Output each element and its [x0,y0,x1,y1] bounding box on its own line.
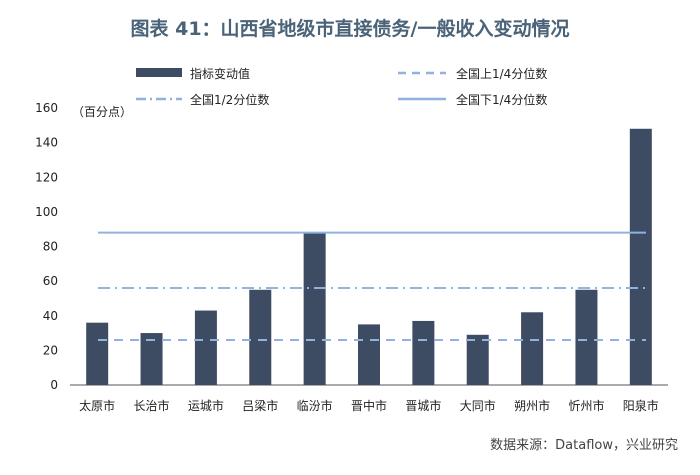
x-tick-label: 晋城市 [405,398,441,413]
bar [140,333,163,385]
bar [629,128,652,385]
bar [521,312,544,385]
y-tick-label: 160 [35,101,58,115]
bar [194,310,217,385]
bar [249,289,272,385]
x-tick-label: 阳泉市 [623,398,659,413]
bar [412,320,435,385]
x-tick-label: 忻州市 [568,398,604,413]
x-tick-label: 吕梁市 [242,398,278,413]
bar [466,334,489,385]
legend-dashed-label: 全国上1/4分位数 [456,66,547,81]
bar [86,322,109,385]
reference-lines [98,231,646,341]
y-tick-label: 140 [35,136,58,150]
legend-dashdot-label: 全国1/2分位数 [190,92,269,107]
legend: 指标变动值 全国上1/4分位数 全国1/2分位数 全国下1/4分位数 [136,66,547,107]
bar [575,289,598,385]
x-axis-ticks: 太原市 长治市 运城市 吕梁市 临汾市 晋中市 晋城市 大同市 朔州市 忻州市 阳泉市 [79,398,659,413]
legend-bar-label: 指标变动值 [190,66,250,81]
bar [303,232,326,385]
y-tick-label: 40 [43,309,58,323]
source-note: 数据来源：Dataflow，兴业研究 [490,438,678,453]
x-tick-label: 晋中市 [351,398,387,413]
legend-solid-label: 全国下1/4分位数 [456,92,547,107]
x-tick-label: 长治市 [134,398,170,413]
legend-bar-swatch [136,68,182,77]
y-tick-label: 80 [43,240,58,254]
y-tick-label: 100 [35,205,58,219]
x-tick-label: 朔州市 [514,398,550,413]
x-tick-label: 运城市 [188,398,224,413]
chart-title: 图表 41：山西省地级市直接债务/一般收入变动情况 [130,18,570,40]
y-tick-label: 20 [43,343,58,357]
x-tick-label: 大同市 [460,398,496,413]
bars [86,128,652,385]
y-tick-label: 120 [35,170,58,184]
x-tick-label: 临汾市 [297,398,333,413]
y-tick-label: 60 [43,274,58,288]
y-tick-label: 0 [50,378,58,392]
x-tick-label: 太原市 [79,398,115,413]
bar [358,324,380,385]
y-axis-ticks: 0 20 40 60 80 100 120 140 160 [35,101,58,392]
y-unit-label: （百分点） [72,105,132,119]
